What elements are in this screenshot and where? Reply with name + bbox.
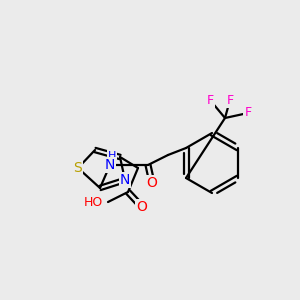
Text: O: O [136,200,147,214]
Text: N: N [105,158,115,172]
Text: S: S [74,161,82,175]
Text: O: O [147,176,158,190]
Text: H: H [108,151,116,161]
Text: F: F [226,94,234,106]
Text: HO: HO [84,196,103,208]
Text: F: F [206,94,214,106]
Text: F: F [244,106,252,119]
Text: N: N [120,173,130,187]
